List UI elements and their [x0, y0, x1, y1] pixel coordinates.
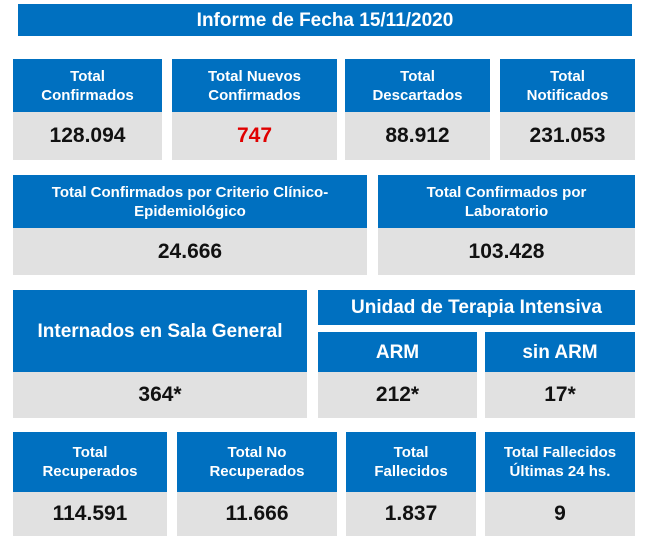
total-nuevos-confirmados-value: 747 [172, 112, 337, 160]
fallecidos-value: 1.837 [346, 492, 476, 536]
fallecidos-label: Total Fallecidos [346, 432, 476, 492]
report-title: Informe de Fecha 15/11/2020 [18, 4, 632, 36]
total-confirmados-label: Total Confirmados [13, 59, 162, 112]
total-descartados-value: 88.912 [345, 112, 490, 160]
uti-label: Unidad de Terapia Intensiva [318, 290, 635, 325]
arm-value: 212* [318, 372, 477, 418]
total-notificados-value: 231.053 [500, 112, 635, 160]
arm-label: ARM [318, 332, 477, 372]
total-descartados-label: Total Descartados [345, 59, 490, 112]
sin-arm-label: sin ARM [485, 332, 635, 372]
recuperados-value: 114.591 [13, 492, 167, 536]
no-recuperados-value: 11.666 [177, 492, 337, 536]
total-confirmados-value: 128.094 [13, 112, 162, 160]
sin-arm-value: 17* [485, 372, 635, 418]
total-nuevos-confirmados-label: Total Nuevos Confirmados [172, 59, 337, 112]
recuperados-label: Total Recuperados [13, 432, 167, 492]
total-notificados-label: Total Notificados [500, 59, 635, 112]
laboratorio-label: Total Confirmados por Laboratorio [378, 175, 635, 228]
sala-general-label: Internados en Sala General [13, 290, 307, 372]
laboratorio-value: 103.428 [378, 228, 635, 275]
no-recuperados-label: Total No Recuperados [177, 432, 337, 492]
fallecidos-24hs-value: 9 [485, 492, 635, 536]
criterio-clinico-label: Total Confirmados por Criterio Clínico-E… [13, 175, 367, 228]
criterio-clinico-value: 24.666 [13, 228, 367, 275]
sala-general-value: 364* [13, 372, 307, 418]
fallecidos-24hs-label: Total Fallecidos Últimas 24 hs. [485, 432, 635, 492]
